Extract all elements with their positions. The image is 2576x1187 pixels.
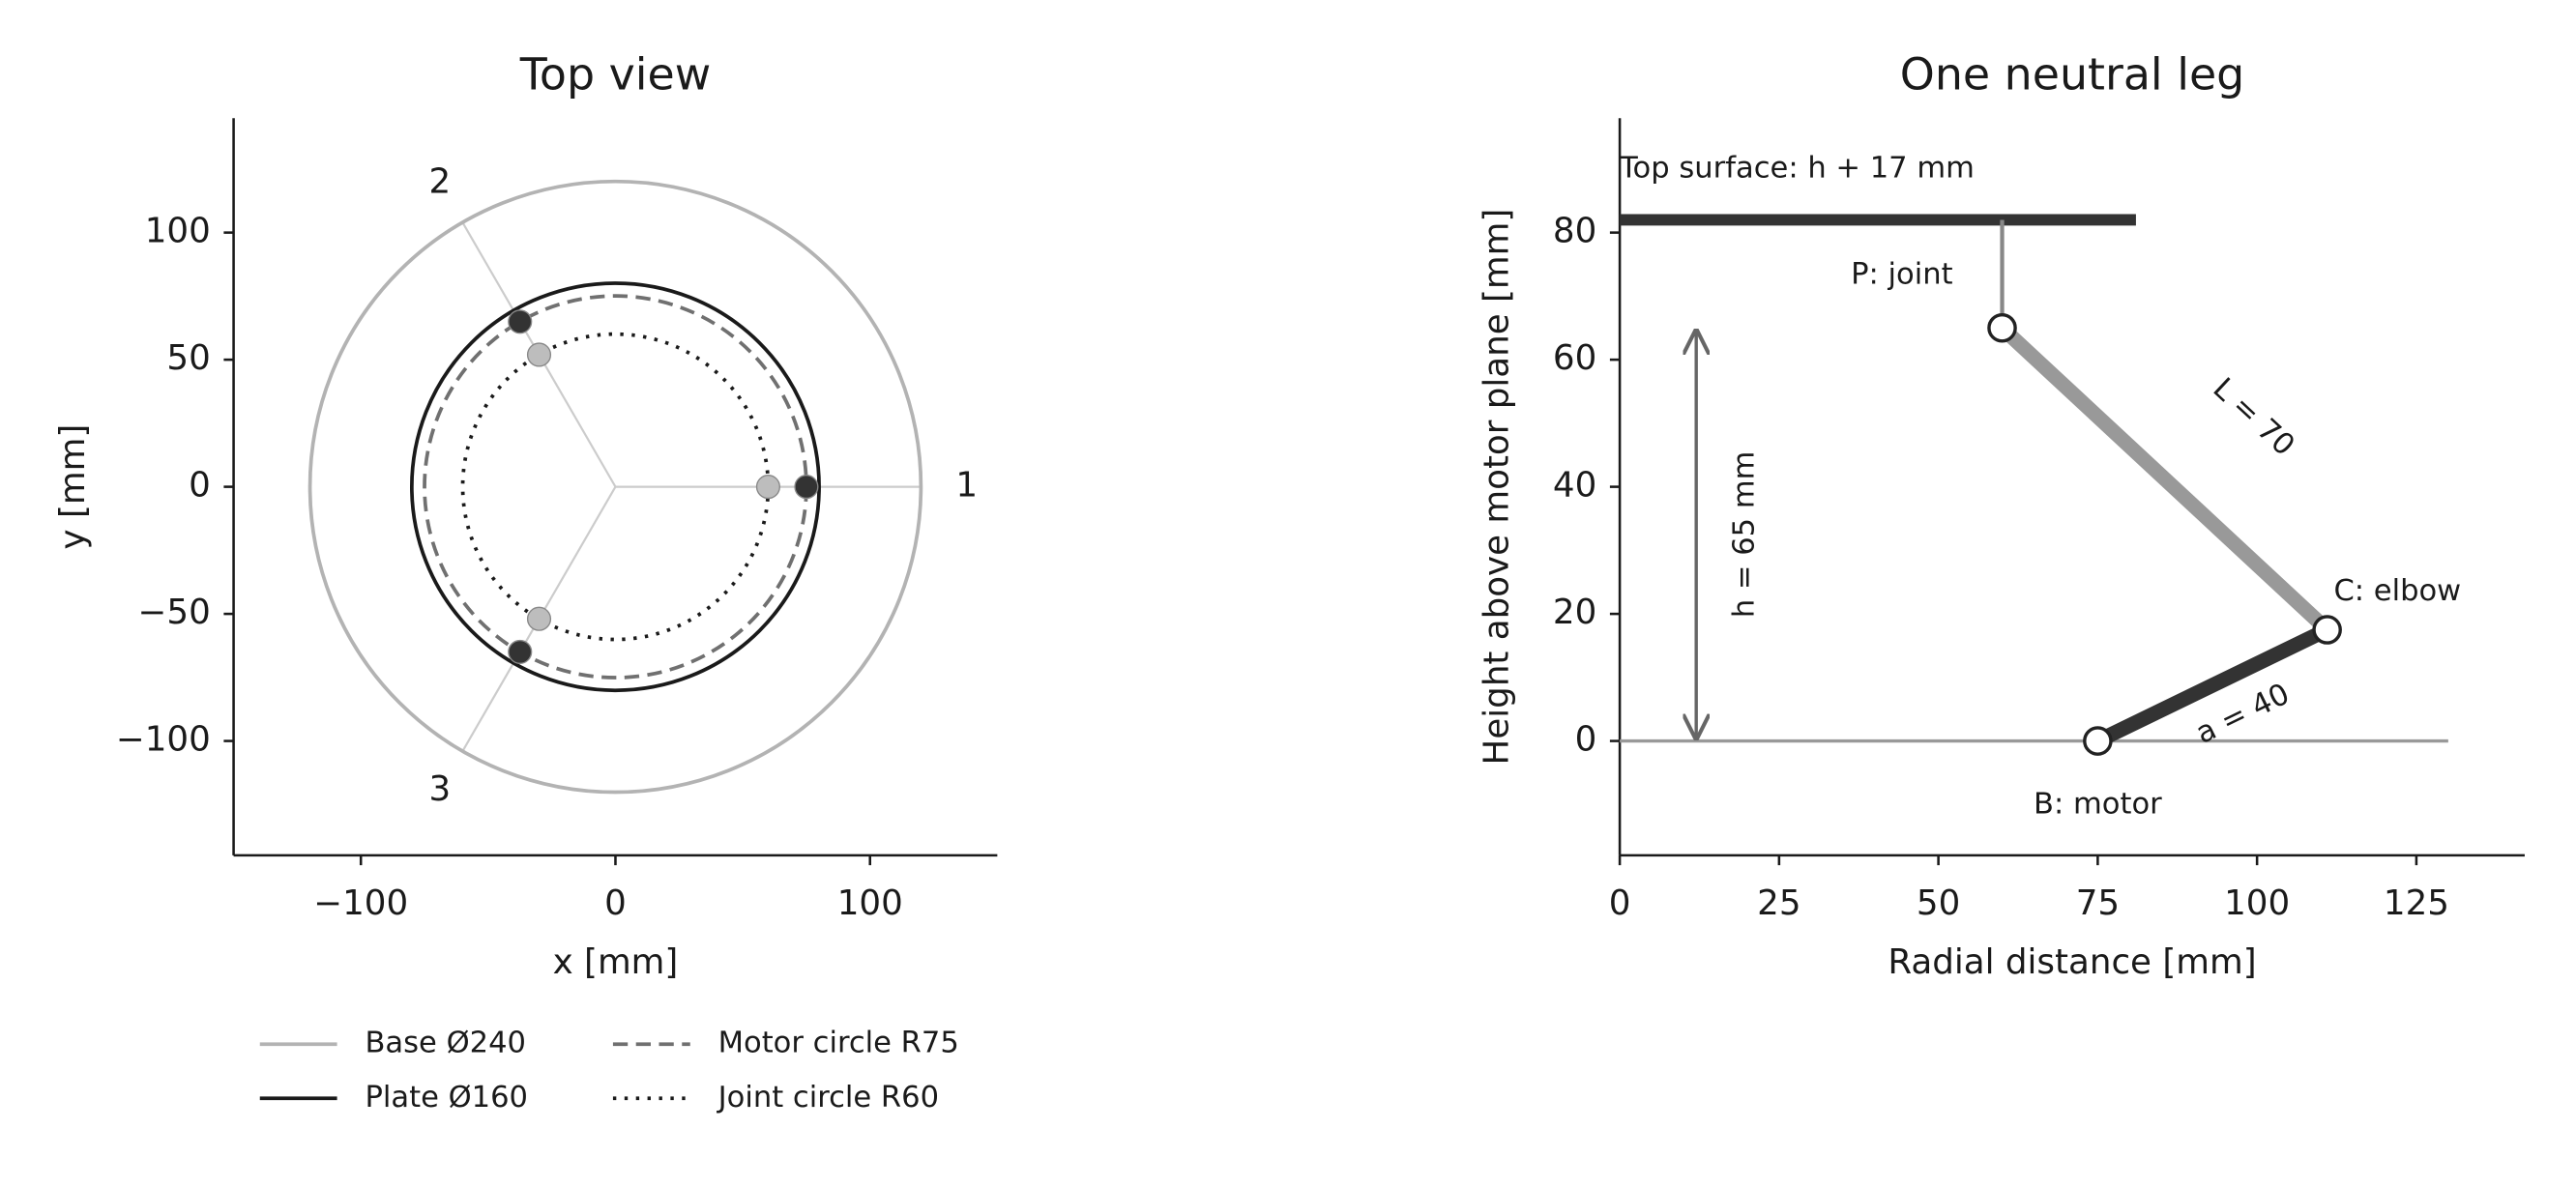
legend-label: Motor circle R75 <box>718 1027 959 1060</box>
top-surface-label: Top surface: h + 17 mm <box>1619 151 1975 185</box>
x-tick-label: 75 <box>2076 883 2120 923</box>
x-tick-label: 50 <box>1917 883 1960 923</box>
leg-point <box>2083 726 2113 756</box>
joint-point <box>526 606 552 631</box>
circle-solid <box>307 179 923 795</box>
link <box>1997 322 2332 636</box>
link-label: L = 70 <box>2207 372 2301 463</box>
y-tick-label: 50 <box>166 338 210 378</box>
y-tick-label: 60 <box>1553 338 1596 378</box>
height-label: h = 65 mm <box>1728 451 1762 619</box>
legend-label: Joint circle R60 <box>717 1081 939 1115</box>
y-tick-label: 20 <box>1553 593 1596 632</box>
x-tick-label: 100 <box>837 883 903 923</box>
point-label: C: elbow <box>2333 574 2461 608</box>
y-tick-label: 40 <box>1553 466 1596 506</box>
y-tick-label: 100 <box>145 212 211 251</box>
x-axis-label: Radial distance [mm] <box>1888 942 2256 982</box>
x-axis-label: x [mm] <box>553 942 679 982</box>
chart-title: One neutral leg <box>1900 47 2245 100</box>
legend-label: Plate Ø160 <box>365 1081 528 1115</box>
legend-label: Base Ø240 <box>365 1027 526 1060</box>
x-tick-label: 0 <box>604 883 627 923</box>
leg-label: 3 <box>428 769 451 809</box>
x-tick-label: 125 <box>2384 883 2449 923</box>
chart-title: Top view <box>519 47 712 100</box>
x-tick-label: 25 <box>1757 883 1800 923</box>
motor-point <box>794 475 819 500</box>
y-axis-label: y [mm] <box>53 424 93 550</box>
y-tick-label: −50 <box>138 593 211 632</box>
x-tick-label: 100 <box>2224 883 2290 923</box>
link <box>2094 622 2330 748</box>
x-tick-label: −100 <box>313 883 408 923</box>
y-tick-label: −100 <box>116 720 211 760</box>
y-tick-label: 0 <box>189 466 211 506</box>
leg-label: 2 <box>428 161 451 201</box>
leg-point <box>1987 312 2017 343</box>
y-tick-label: 80 <box>1553 212 1596 251</box>
y-axis-label: Height above motor plane [mm] <box>1477 209 1516 766</box>
leg-label: 1 <box>955 466 978 506</box>
joint-point <box>526 342 552 367</box>
joint-point <box>755 475 781 500</box>
motor-point <box>508 639 533 664</box>
circle-solid <box>409 281 821 693</box>
point-label: B: motor <box>2034 787 2162 821</box>
point-label: P: joint <box>1851 257 1952 291</box>
x-tick-label: 0 <box>1609 883 1631 923</box>
leg-point <box>2312 615 2342 645</box>
y-tick-label: 0 <box>1575 720 1597 760</box>
motor-point <box>508 309 533 334</box>
